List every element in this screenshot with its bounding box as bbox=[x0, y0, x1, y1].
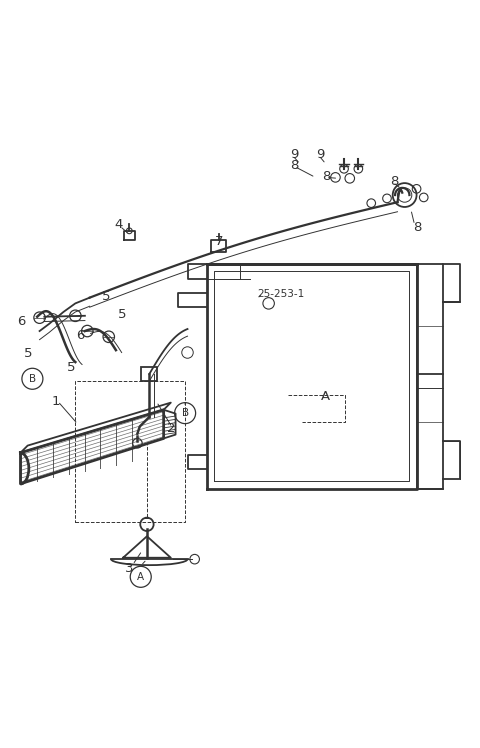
Text: B: B bbox=[181, 408, 189, 418]
Text: 8: 8 bbox=[413, 221, 421, 233]
Text: 25-253-1: 25-253-1 bbox=[258, 289, 305, 299]
Text: B: B bbox=[29, 374, 36, 384]
Text: 8: 8 bbox=[290, 159, 299, 172]
Text: 8: 8 bbox=[322, 171, 330, 183]
Text: 9: 9 bbox=[316, 148, 325, 161]
Text: A: A bbox=[321, 390, 330, 403]
Text: 2: 2 bbox=[168, 423, 176, 435]
Text: 8: 8 bbox=[390, 175, 399, 188]
Text: 7: 7 bbox=[215, 235, 224, 248]
Text: 6: 6 bbox=[18, 314, 26, 328]
Text: 9: 9 bbox=[290, 148, 299, 161]
Text: 5: 5 bbox=[67, 361, 76, 374]
Text: 3: 3 bbox=[125, 562, 134, 574]
Text: 5: 5 bbox=[102, 290, 110, 303]
Text: 4: 4 bbox=[115, 218, 123, 231]
Text: 6: 6 bbox=[76, 329, 84, 343]
Text: 5: 5 bbox=[24, 347, 33, 360]
Text: A: A bbox=[137, 571, 144, 582]
Text: 5: 5 bbox=[118, 308, 127, 321]
Text: 1: 1 bbox=[51, 395, 60, 408]
